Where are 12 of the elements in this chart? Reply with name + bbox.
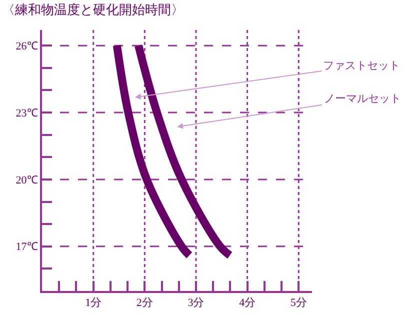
- x-tick-label: 4分: [239, 297, 256, 310]
- x-tick-label: 5分: [290, 297, 307, 310]
- y-tick-label: 17℃: [16, 241, 38, 254]
- x-tick-label: 2分: [136, 297, 153, 310]
- x-tick-label: 3分: [188, 297, 204, 310]
- y-tick-label: 26℃: [16, 40, 38, 52]
- text: ノーマルセット: [324, 92, 401, 105]
- x-tick-label: 1分: [85, 297, 102, 310]
- chart-title: 〈練和物温度と硬化開始時間〉: [2, 2, 184, 18]
- text: ファストセット: [323, 59, 400, 72]
- y-tick-label: 23℃: [16, 107, 38, 120]
- y-tick-label: 20℃: [16, 174, 38, 186]
